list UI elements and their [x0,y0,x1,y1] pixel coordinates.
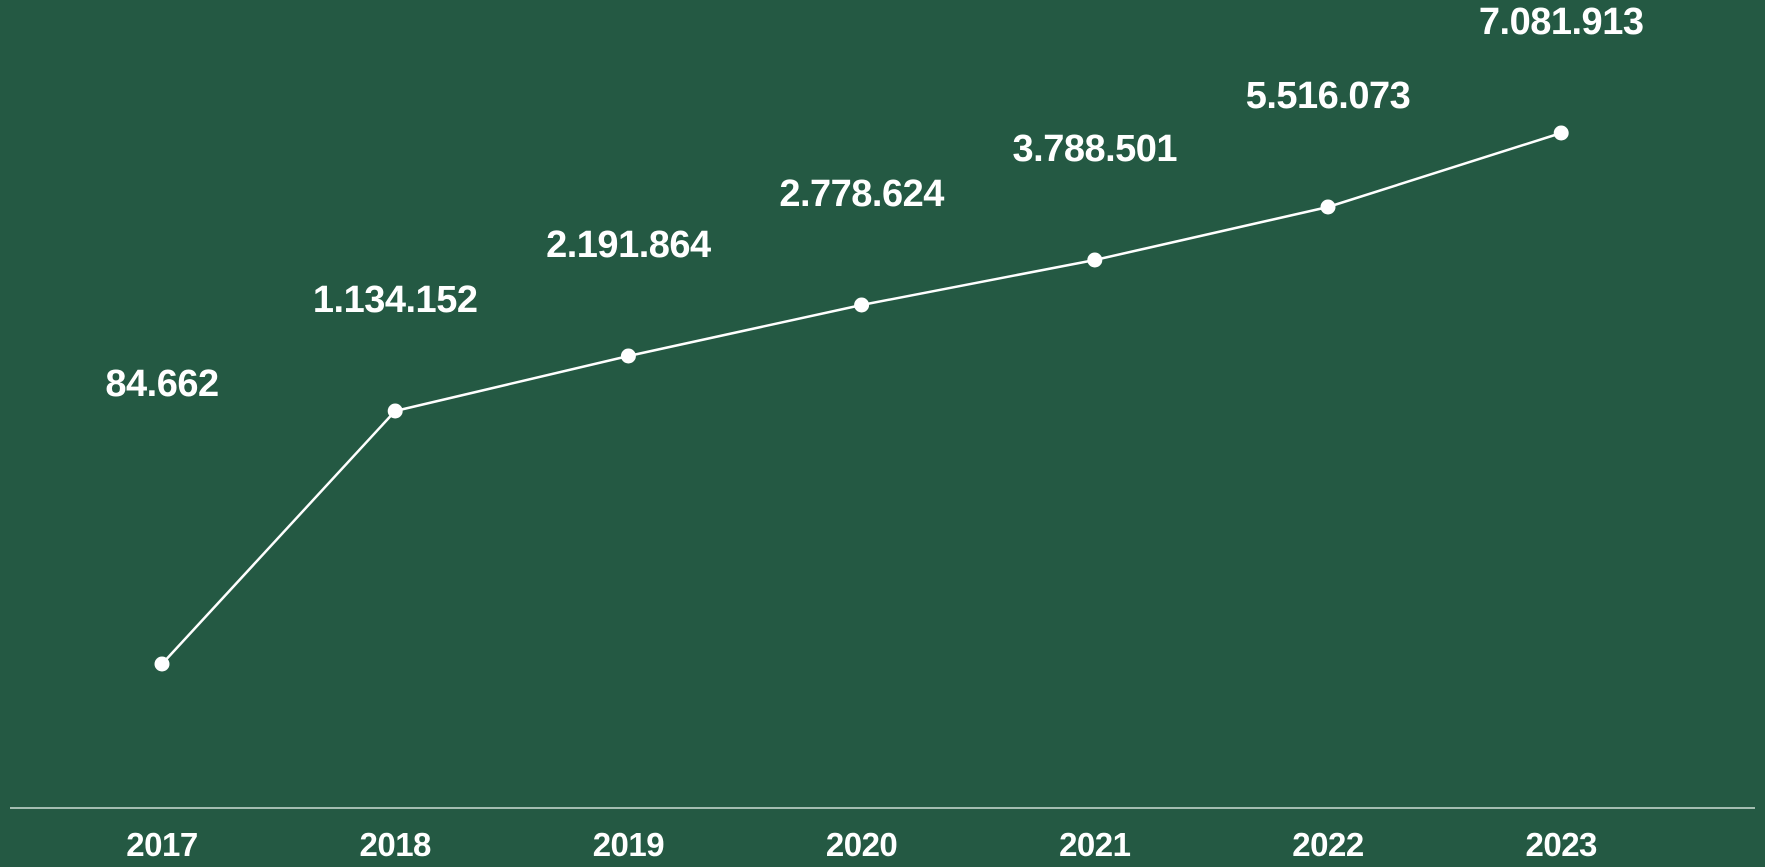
data-point-2023 [1553,125,1569,141]
x-tick-label-2017: 2017 [126,826,197,863]
data-point-2017 [154,656,170,672]
x-tick-label-2019: 2019 [593,826,665,863]
x-tick-label-2022: 2022 [1292,826,1364,863]
data-point-2022 [1320,199,1336,215]
x-tick-label-2023: 2023 [1525,826,1597,863]
data-point-2019 [620,348,636,364]
data-label-2020: 2.778.624 [779,173,944,215]
x-tick-label-2018: 2018 [359,826,431,863]
data-label-2017: 84.662 [105,363,218,405]
data-points [154,125,1569,672]
data-label-2018: 1.134.152 [313,279,478,321]
data-label-2023: 7.081.913 [1479,1,1644,43]
data-label-2021: 3.788.501 [1013,128,1178,170]
x-tick-label-2021: 2021 [1059,826,1131,863]
data-point-2018 [387,403,403,419]
data-label-2022: 5.516.073 [1246,75,1411,117]
data-labels: 84.662 1.134.152 2.191.864 2.778.624 3.788.5… [105,1,1644,405]
data-point-2020 [854,297,870,313]
data-label-2019: 2.191.864 [546,224,711,266]
x-tick-label-2020: 2020 [826,826,897,863]
data-point-2021 [1087,252,1103,268]
x-axis-tick-labels: 2017 2018 2019 2020 2021 2022 2023 [126,826,1597,863]
